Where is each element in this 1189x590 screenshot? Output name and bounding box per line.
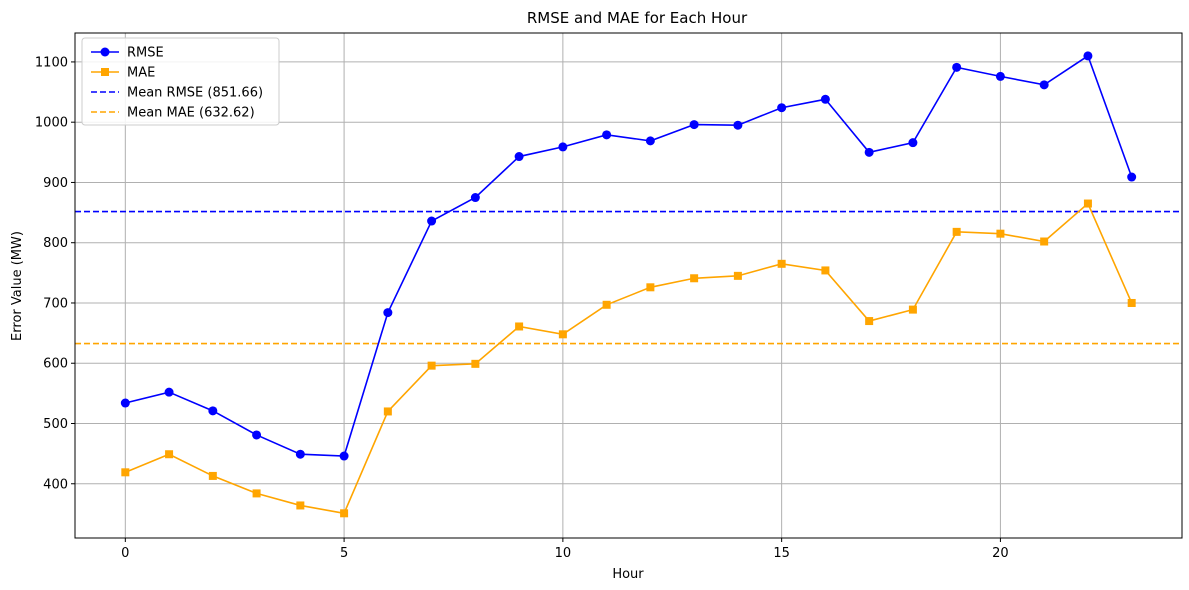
point-rmse-20: [995, 71, 1005, 81]
x-tick-label-3: 15: [773, 546, 790, 561]
point-rmse-14: [733, 120, 743, 130]
y-tick-label-2: 600: [43, 357, 68, 372]
y-tick-label-6: 1000: [35, 116, 68, 131]
y-axis: 400 500 600 700 800 900 1000 1100: [35, 55, 75, 492]
point-mae-22: [1083, 199, 1092, 208]
point-rmse-12: [645, 136, 655, 146]
legend-label-2: Mean RMSE (851.66): [127, 86, 263, 101]
point-rmse-10: [558, 142, 568, 152]
point-rmse-15: [777, 103, 787, 113]
point-rmse-9: [514, 152, 524, 162]
point-rmse-17: [864, 147, 874, 157]
point-rmse-18: [908, 138, 918, 148]
y-tick-label-0: 400: [43, 477, 68, 492]
point-mae-4: [296, 501, 305, 510]
point-mae-3: [252, 489, 261, 498]
point-rmse-6: [383, 308, 393, 318]
legend-label-1: MAE: [127, 66, 155, 81]
point-mae-7: [427, 361, 436, 370]
reference-lines: [75, 210, 1182, 345]
legend-label-0: RMSE: [127, 46, 164, 61]
point-mae-21: [1040, 237, 1049, 246]
chart-title: RMSE and MAE for Each Hour: [527, 9, 748, 27]
point-rmse-23: [1127, 172, 1137, 182]
point-rmse-4: [295, 449, 305, 459]
point-mae-9: [515, 322, 524, 331]
x-tick-label-0: 0: [121, 546, 129, 561]
point-mae-16: [821, 266, 830, 275]
point-mae-19: [952, 227, 961, 236]
y-tick-label-4: 800: [43, 236, 68, 251]
point-mae-12: [646, 283, 655, 292]
series-group: [120, 51, 1137, 518]
y-axis-label: Error Value (MW): [10, 231, 25, 341]
legend-box: [81, 37, 280, 126]
point-mae-14: [733, 271, 742, 280]
point-rmse-1: [164, 387, 174, 397]
x-tick-label-2: 10: [555, 546, 572, 561]
x-axis: 0 5 10 15 20: [121, 538, 1009, 561]
point-rmse-21: [1039, 80, 1049, 90]
plot-frame: [74, 32, 1183, 539]
point-mae-23: [1127, 298, 1136, 307]
x-tick-label-1: 5: [340, 546, 348, 561]
point-mae-2: [208, 471, 217, 480]
legend-marker-0: [100, 47, 110, 57]
legend-label-3: Mean MAE (632.62): [127, 106, 255, 121]
point-mae-15: [777, 259, 786, 268]
series-line-rmse: [125, 54, 1133, 457]
point-rmse-5: [339, 451, 349, 461]
point-rmse-22: [1083, 51, 1093, 61]
point-rmse-16: [820, 94, 830, 104]
point-mae-8: [471, 359, 480, 368]
x-axis-label: Hour: [612, 567, 644, 582]
y-tick-label-3: 700: [43, 296, 68, 311]
point-rmse-13: [689, 120, 699, 130]
x-tick-label-4: 20: [992, 546, 1009, 561]
point-mae-13: [690, 274, 699, 283]
point-mae-6: [383, 407, 392, 416]
point-rmse-7: [427, 216, 437, 226]
legend: RMSE MAE Mean RMSE (851.66) Mean MAE (632.6…: [81, 37, 280, 126]
y-tick-label-5: 900: [43, 176, 68, 191]
point-rmse-8: [470, 193, 480, 203]
point-rmse-19: [952, 62, 962, 72]
point-mae-18: [908, 305, 917, 314]
legend-marker-1: [101, 68, 109, 76]
series-line-mae: [125, 202, 1133, 515]
point-mae-1: [165, 450, 174, 459]
point-mae-11: [602, 300, 611, 309]
point-mae-0: [121, 468, 130, 477]
point-rmse-2: [208, 406, 218, 416]
point-mae-17: [865, 317, 874, 326]
point-mae-10: [558, 330, 567, 339]
point-mae-20: [996, 229, 1005, 238]
point-rmse-11: [602, 130, 612, 140]
point-rmse-0: [120, 398, 130, 408]
point-rmse-3: [252, 430, 262, 440]
y-tick-label-7: 1100: [35, 55, 68, 70]
y-tick-label-1: 500: [43, 417, 68, 432]
point-mae-5: [340, 509, 349, 518]
